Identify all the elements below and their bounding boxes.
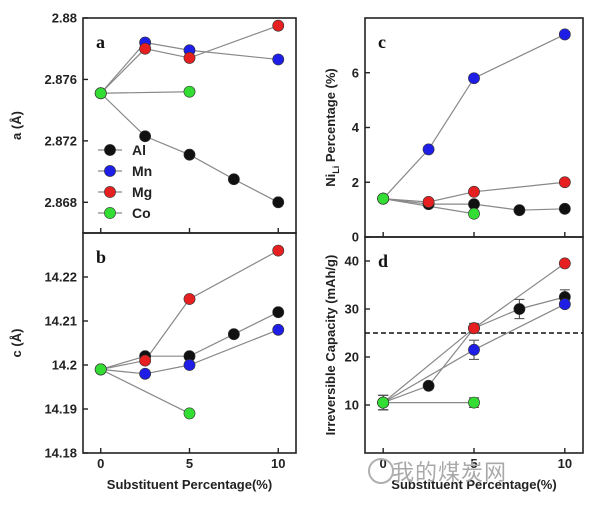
data-point-mg (422, 196, 435, 208)
x-tick-label: 5 (470, 456, 477, 471)
data-point-mn (558, 298, 571, 311)
data-point-mg (183, 293, 196, 305)
legend-label: Mn (132, 163, 152, 179)
watermark-text: 我的煤炭网 (392, 461, 508, 486)
data-point-al (513, 303, 526, 315)
panel-c: 0 2 4 6 c NiLi Percentage (%) (323, 17, 584, 245)
x-tick-label: 5 (186, 456, 193, 471)
panel-letter: a (96, 32, 105, 52)
data-point-co (468, 396, 480, 409)
y-tick-label: 14.19 (44, 402, 77, 417)
data-point-al (513, 204, 526, 217)
series-line-al (100, 92, 279, 203)
y-axis-label: Irreversible Capacity (mAh/g) (323, 255, 338, 436)
data-point-mn (139, 367, 152, 380)
legend-label: Mg (132, 184, 152, 200)
data-point-mg (272, 19, 285, 32)
data-point-al (272, 196, 285, 209)
y-tick-label: 40 (345, 254, 359, 269)
x-axis-label: Substituent Percentage(%) (107, 477, 272, 492)
x-axis-label: Substituent Percentage(%) (391, 477, 556, 492)
data-point-co (183, 407, 196, 420)
legend-label: Co (132, 205, 151, 221)
data-point-co (377, 396, 390, 409)
data-point-al (139, 130, 152, 143)
data-point-mn (468, 343, 480, 356)
data-point-al (227, 173, 240, 186)
data-point-mg (468, 185, 480, 198)
y-axis-label: NiLi Percentage (%) (323, 68, 341, 187)
y-axis-label-main: Ni (323, 174, 338, 187)
data-point-mg (183, 52, 196, 64)
data-point-mg (558, 176, 571, 189)
legend-label: Al (132, 142, 146, 158)
y-tick-label: 2 (352, 175, 359, 190)
y-tick-label: 6 (352, 65, 359, 80)
data-point-co (377, 192, 390, 205)
data-point-co (468, 207, 480, 220)
data-point-mg (272, 244, 285, 257)
y-tick-label: 10 (345, 398, 359, 413)
data-point-al (422, 379, 435, 392)
y-tick-label: 30 (345, 302, 359, 317)
series-line-mg (100, 250, 279, 370)
series-line-mn (100, 329, 279, 375)
data-point-mn (468, 72, 480, 85)
y-tick-label: 14.21 (44, 314, 77, 329)
data-point-mg (139, 42, 152, 55)
series-line-mg (100, 25, 279, 94)
series-line-co (100, 91, 190, 94)
data-point-al (558, 202, 571, 215)
y-tick-label: 2.872 (44, 133, 77, 148)
data-point-mg (468, 322, 480, 335)
y-tick-label: 0 (352, 230, 359, 245)
data-point-co (94, 87, 107, 100)
panel-letter: c (378, 32, 386, 52)
data-point-mg (139, 354, 152, 367)
panel-letter: b (96, 247, 106, 267)
panel-b: 14.18 14.19 14.2 14.21 14.22 0 5 10 b c (Å) Substi… (9, 232, 297, 492)
series-line-mg (383, 181, 565, 203)
data-point-al (272, 306, 285, 319)
data-point-al (183, 148, 196, 161)
data-point-mn (272, 323, 285, 336)
data-point-mn (183, 359, 196, 371)
y-tick-label: 2.88 (52, 11, 77, 26)
x-tick-label: 10 (271, 456, 285, 471)
axes-frame (82, 232, 297, 454)
data-point-al (227, 328, 240, 341)
legend-marker-mg (104, 186, 116, 198)
x-tick-label: 0 (97, 456, 104, 471)
legend-marker-al (104, 144, 116, 156)
y-axis-label-subscript: Li (331, 166, 341, 174)
y-axis-label: a (Å) (9, 111, 24, 140)
y-tick-label: 2.868 (44, 195, 77, 210)
series-line-mn (382, 33, 566, 200)
panel-a: 2.868 2.872 2.876 2.88 a a (Å) Al Mn Mg Co (9, 11, 297, 234)
y-axis-label-rest: Percentage (%) (323, 68, 338, 166)
panel-letter: d (378, 251, 388, 271)
y-tick-label: 20 (345, 350, 359, 365)
legend-marker-co (104, 207, 116, 219)
legend: Al Mn Mg Co (98, 142, 152, 221)
y-tick-label: 4 (352, 120, 360, 135)
data-point-mn (272, 53, 285, 66)
legend-marker-mn (104, 165, 116, 177)
x-tick-label: 10 (558, 456, 572, 471)
data-point-mn (422, 143, 435, 156)
y-axis-label: c (Å) (9, 329, 24, 358)
data-point-co (94, 363, 107, 376)
y-tick-label: 14.18 (44, 446, 77, 461)
y-tick-label: 2.876 (44, 72, 77, 87)
data-point-co (183, 85, 196, 98)
data-point-mn (558, 28, 571, 41)
series-line-mn (100, 41, 279, 94)
data-point-mg (558, 257, 571, 270)
y-tick-label: 14.2 (52, 358, 77, 373)
series-line-co (100, 368, 190, 414)
watermark-logo-icon (368, 458, 394, 484)
y-tick-label: 14.22 (44, 270, 77, 285)
